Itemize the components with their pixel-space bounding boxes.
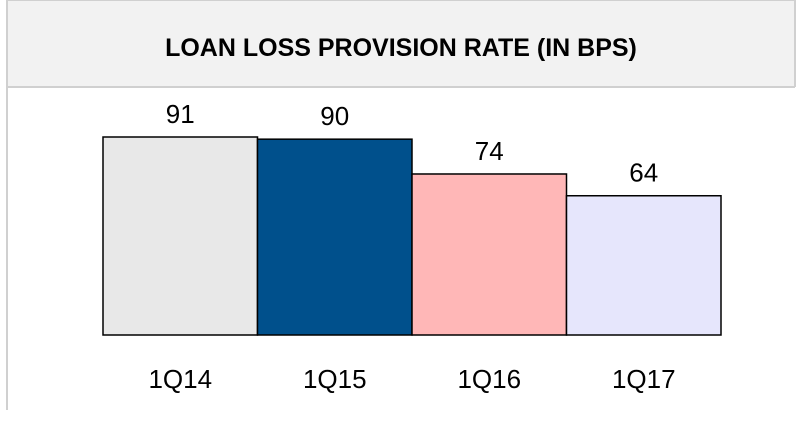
data-label: 74	[475, 136, 504, 166]
x-tick-label: 1Q16	[457, 364, 521, 394]
header-band	[7, 0, 795, 87]
chart-title: LOAN LOSS PROVISION RATE (IN BPS)	[165, 34, 637, 62]
data-label: 90	[320, 101, 349, 131]
bar	[565, 194, 722, 336]
x-tick-label: 1Q17	[612, 364, 676, 394]
bar	[102, 136, 259, 336]
data-label: 64	[629, 158, 658, 188]
x-tick-label: 1Q15	[303, 364, 367, 394]
bar	[256, 138, 413, 336]
data-label: 91	[166, 99, 195, 129]
bar	[411, 173, 568, 336]
x-tick-label: 1Q14	[148, 364, 212, 394]
